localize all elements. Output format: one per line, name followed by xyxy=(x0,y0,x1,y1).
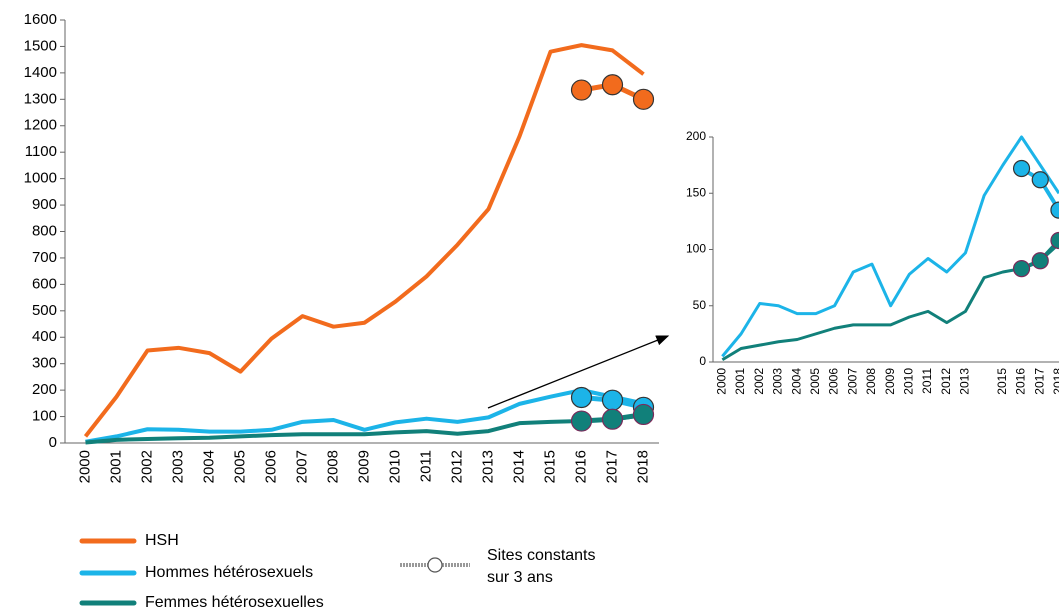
x-tick-label: 2015 xyxy=(541,450,558,483)
x-tick-label: 2017 xyxy=(603,450,620,483)
x-tick-label: 2001 xyxy=(733,368,747,395)
x-tick-label: 2013 xyxy=(479,450,496,483)
x-tick-label: 2003 xyxy=(771,368,785,395)
x-tick-label: 2016 xyxy=(572,450,589,483)
constant-marker xyxy=(1031,252,1049,270)
y-tick-label: 0 xyxy=(699,354,706,368)
x-tick-label: 2012 xyxy=(448,450,465,483)
x-tick-label: 2006 xyxy=(262,450,279,483)
x-tick-label: 2002 xyxy=(138,450,155,483)
x-tick-label: 2018 xyxy=(1051,368,1059,395)
y-tick-label: 600 xyxy=(32,275,57,292)
x-tick-label: 2005 xyxy=(808,368,822,395)
x-tick-label: 2012 xyxy=(939,368,953,395)
constant-marker xyxy=(570,79,593,101)
x-tick-label: 2010 xyxy=(386,450,403,483)
y-tick-label: 1000 xyxy=(24,170,57,187)
y-tick-label: 200 xyxy=(686,129,706,143)
x-tick-label: 2010 xyxy=(902,368,916,395)
constant-marker xyxy=(1012,159,1031,178)
y-tick-label: 0 xyxy=(49,434,57,451)
series-line xyxy=(721,135,1059,358)
series-line xyxy=(85,388,644,444)
x-tick-label: 2000 xyxy=(76,450,93,483)
y-tick-label: 1500 xyxy=(24,37,57,54)
constant-marker xyxy=(1050,201,1059,219)
x-tick-label: 2008 xyxy=(864,368,878,395)
x-tick-label: 2011 xyxy=(417,450,434,482)
constant-marker xyxy=(632,403,655,426)
constant-marker xyxy=(601,389,624,411)
x-tick-label: 2007 xyxy=(293,450,310,483)
zoom-arrow xyxy=(487,335,670,409)
y-tick-label: 100 xyxy=(686,242,706,256)
x-tick-label: 2005 xyxy=(231,450,248,483)
y-tick-label: 100 xyxy=(32,408,57,425)
x-tick-label: 2002 xyxy=(752,368,766,395)
x-tick-label: 2015 xyxy=(995,368,1009,395)
constant-marker xyxy=(570,386,593,409)
y-tick-label: 1300 xyxy=(24,90,57,107)
series-line xyxy=(83,43,645,438)
y-tick-label: 900 xyxy=(32,196,57,213)
x-tick-label: 2006 xyxy=(827,368,841,395)
x-tick-label: 2004 xyxy=(789,368,803,395)
x-tick-label: 2013 xyxy=(958,368,972,395)
y-tick-label: 800 xyxy=(32,222,57,239)
x-tick-label: 2007 xyxy=(845,368,859,395)
x-tick-label: 2009 xyxy=(883,368,897,395)
y-tick-label: 150 xyxy=(686,185,706,199)
y-tick-label: 400 xyxy=(32,328,57,345)
x-tick-label: 2014 xyxy=(510,450,527,483)
y-tick-label: 1600 xyxy=(24,11,57,28)
x-tick-label: 2000 xyxy=(715,368,729,395)
series-line xyxy=(85,413,644,445)
y-tick-label: 300 xyxy=(32,355,57,372)
legend-label: sur 3 ans xyxy=(487,569,553,586)
x-tick-label: 2009 xyxy=(355,450,372,483)
y-tick-label: 1200 xyxy=(24,117,57,134)
x-tick-label: 2017 xyxy=(1032,368,1046,395)
x-tick-label: 2003 xyxy=(169,450,186,483)
y-tick-label: 1400 xyxy=(24,64,57,81)
x-tick-label: 2001 xyxy=(107,450,124,483)
y-tick-label: 500 xyxy=(32,302,57,319)
x-tick-label: 2011 xyxy=(920,368,934,394)
x-tick-label: 2016 xyxy=(1014,368,1028,395)
constant-marker xyxy=(1031,171,1049,189)
x-tick-label: 2018 xyxy=(634,450,651,483)
legend-marker xyxy=(427,557,443,573)
y-tick-label: 200 xyxy=(32,381,57,398)
y-tick-label: 700 xyxy=(32,249,57,266)
constant-marker xyxy=(570,410,593,432)
x-tick-label: 2008 xyxy=(324,450,341,483)
legend-label: HSH xyxy=(145,532,179,549)
y-tick-label: 1100 xyxy=(25,143,57,160)
y-tick-label: 50 xyxy=(693,298,707,312)
constant-marker xyxy=(1012,260,1031,278)
constant-marker xyxy=(601,74,624,96)
series-line xyxy=(721,242,1059,362)
x-tick-label: 2004 xyxy=(200,450,217,483)
constant-marker xyxy=(601,408,624,430)
constant-marker xyxy=(632,88,655,110)
legend-label: Hommes hétérosexuels xyxy=(145,564,313,581)
legend-label: Femmes hétérosexuelles xyxy=(145,594,324,611)
legend-label: Sites constants xyxy=(487,547,596,564)
